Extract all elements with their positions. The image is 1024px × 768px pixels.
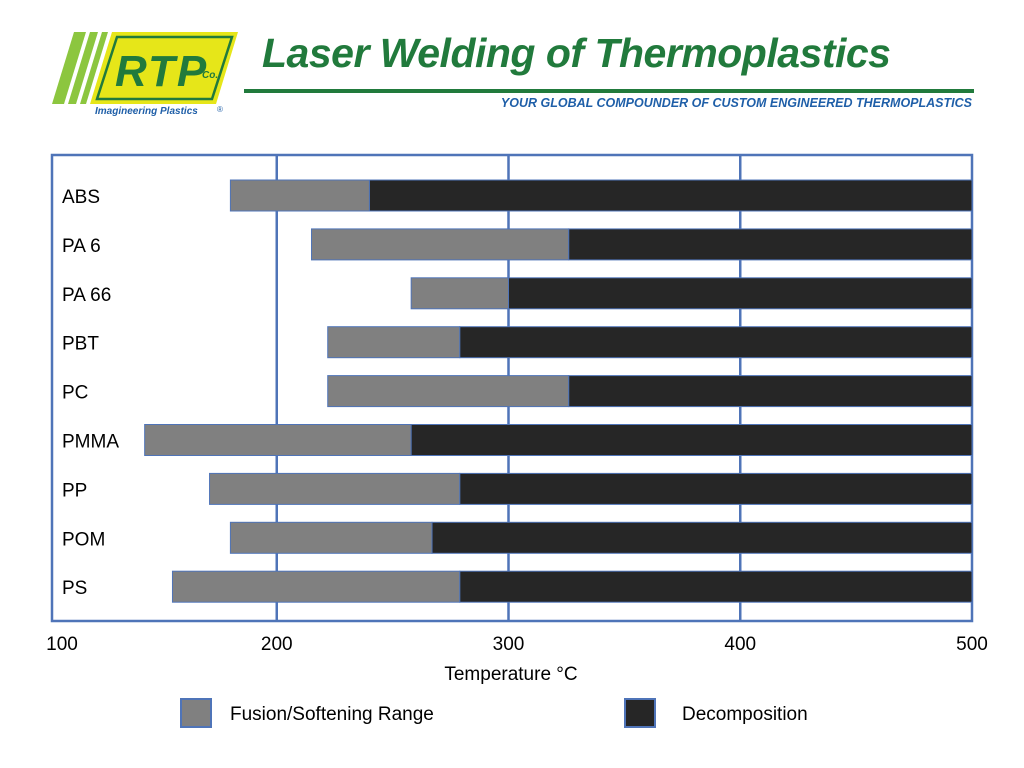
rtp-logo: RTP Co. Imagineering Plastics ®: [52, 32, 238, 117]
category-label-pa-6: PA 6: [62, 236, 101, 257]
tick-label-400: 400: [724, 634, 756, 655]
bar-pp-decomposition: [459, 472, 973, 505]
slide-tagline: YOUR GLOBAL COMPOUNDER OF CUSTOM ENGINEE…: [500, 96, 972, 110]
bar-ps-fusion: [171, 570, 461, 603]
bar-abs-fusion: [229, 179, 370, 212]
tick-label-300: 300: [493, 634, 525, 655]
bar-pa-6-fusion: [311, 228, 570, 261]
bar-pa-66-fusion: [410, 277, 510, 310]
bar-pc-fusion: [327, 375, 570, 408]
bar-pp-fusion: [209, 472, 461, 505]
category-label-pom: POM: [62, 529, 105, 550]
bar-pom-decomposition: [431, 521, 973, 554]
slide-title: Laser Welding of Thermoplastics: [262, 30, 891, 76]
bars: [144, 179, 973, 603]
category-label-pp: PP: [62, 480, 87, 501]
logo-registered-mark: ®: [217, 105, 223, 114]
bar-pa-6-decomposition: [568, 228, 973, 261]
logo-letters: RTP: [115, 47, 208, 96]
x-axis-title: Temperature °C: [444, 664, 577, 685]
legend-label-decomposition: Decomposition: [682, 704, 808, 725]
bar-pbt-decomposition: [459, 326, 973, 359]
category-label-pbt: PBT: [62, 334, 99, 355]
legend-swatch-fusion: [180, 698, 212, 728]
bar-pc-decomposition: [568, 375, 973, 408]
tick-label-100: 100: [46, 634, 78, 655]
bar-pbt-fusion: [327, 326, 461, 359]
category-label-pa-66: PA 66: [62, 285, 111, 306]
logo-slogan: Imagineering Plastics: [95, 106, 198, 117]
bar-abs-decomposition: [368, 179, 973, 212]
category-labels: ABS PA 6 PA 66 PBT PC PMMA PP POM PS: [62, 187, 119, 599]
bar-ps-decomposition: [459, 570, 973, 603]
title-rule: [244, 89, 974, 93]
category-label-pmma: PMMA: [62, 432, 119, 453]
category-label-ps: PS: [62, 578, 87, 599]
legend-label-fusion: Fusion/Softening Range: [230, 704, 434, 725]
tick-label-200: 200: [261, 634, 293, 655]
logo-co: Co.: [202, 70, 218, 81]
bar-pa-66-decomposition: [508, 277, 973, 310]
tick-label-500: 500: [956, 634, 988, 655]
bar-pmma-decomposition: [410, 424, 973, 456]
category-label-abs: ABS: [62, 187, 100, 208]
bar-pmma-fusion: [144, 424, 412, 456]
legend-swatch-decomposition: [624, 698, 656, 728]
tick-labels: 100 200 300 400 500: [46, 634, 988, 655]
category-label-pc: PC: [62, 383, 88, 404]
bar-pom-fusion: [229, 521, 433, 554]
